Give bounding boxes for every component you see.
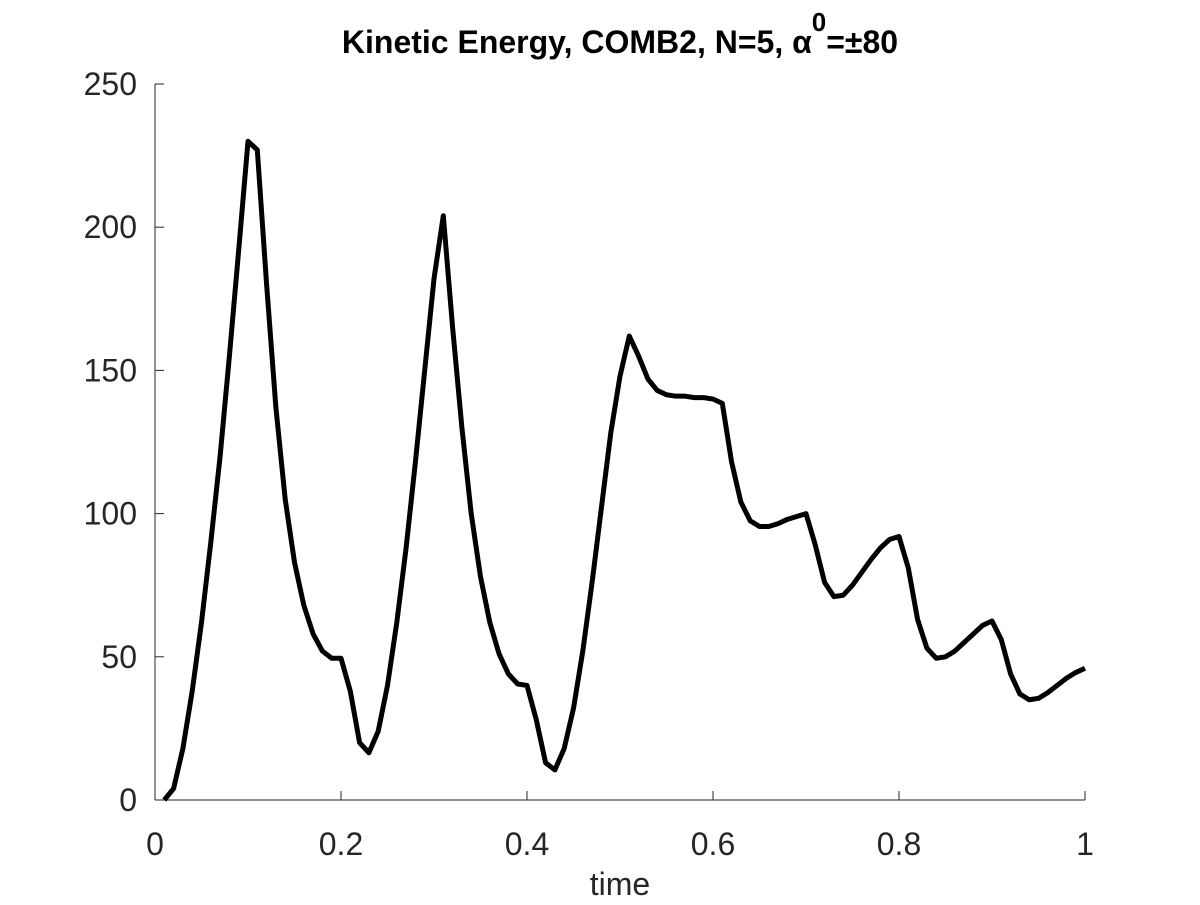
x-axis-label: time (590, 866, 650, 900)
y-tick-label: 100 (84, 496, 137, 532)
y-tick-label: 200 (84, 209, 137, 245)
x-tick-label: 0.2 (319, 826, 363, 862)
y-tick-label: 50 (101, 639, 137, 675)
x-tick-label: 0.4 (505, 826, 549, 862)
x-tick-label: 0.6 (691, 826, 735, 862)
x-tick-label: 1 (1076, 826, 1094, 862)
title-suffix: =±80 (826, 24, 898, 60)
line-series (162, 138, 1087, 802)
y-tick-label: 250 (84, 66, 137, 102)
x-tick-label: 0 (146, 826, 164, 862)
chart-title: Kinetic Energy, COMB2, N=5, α0=±80 (342, 7, 898, 60)
y-tick-label: 0 (119, 782, 137, 818)
x-tick-label: 0.8 (877, 826, 921, 862)
title-main: Kinetic Energy, COMB2, N=5, α (342, 24, 812, 60)
y-tick-label: 150 (84, 352, 137, 388)
title-superscript: 0 (812, 7, 826, 37)
